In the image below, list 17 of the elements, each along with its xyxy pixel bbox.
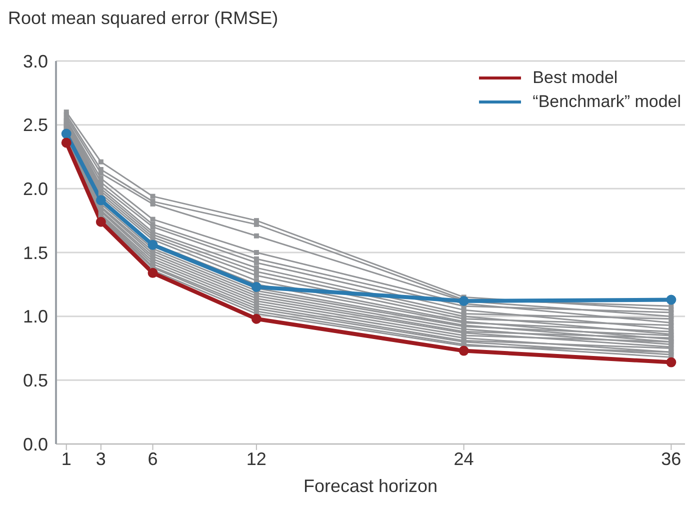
x-axis-title: Forecast horizon	[303, 476, 438, 496]
x-tick-label: 12	[246, 448, 266, 469]
y-tick-label: 2.0	[22, 179, 48, 200]
y-tick-label: 0.5	[22, 370, 48, 391]
x-tick-label: 36	[661, 448, 682, 469]
legend-label: “Benchmark” model	[532, 91, 681, 113]
legend-label: Best model	[532, 67, 618, 89]
y-tick-label: 1.0	[22, 306, 48, 327]
y-axis-title: Root mean squared error (RMSE)	[8, 8, 280, 30]
y-tick-label: 3.0	[22, 51, 48, 72]
x-tick-label: 3	[96, 448, 106, 469]
y-tick-label: 0.0	[22, 434, 48, 454]
x-tick-label: 1	[61, 448, 72, 469]
x-tick-label: 24	[454, 448, 474, 469]
y-tick-label: 1.5	[22, 242, 48, 263]
x-tick-label: 6	[148, 448, 158, 469]
y-tick-label: 2.5	[22, 115, 48, 136]
